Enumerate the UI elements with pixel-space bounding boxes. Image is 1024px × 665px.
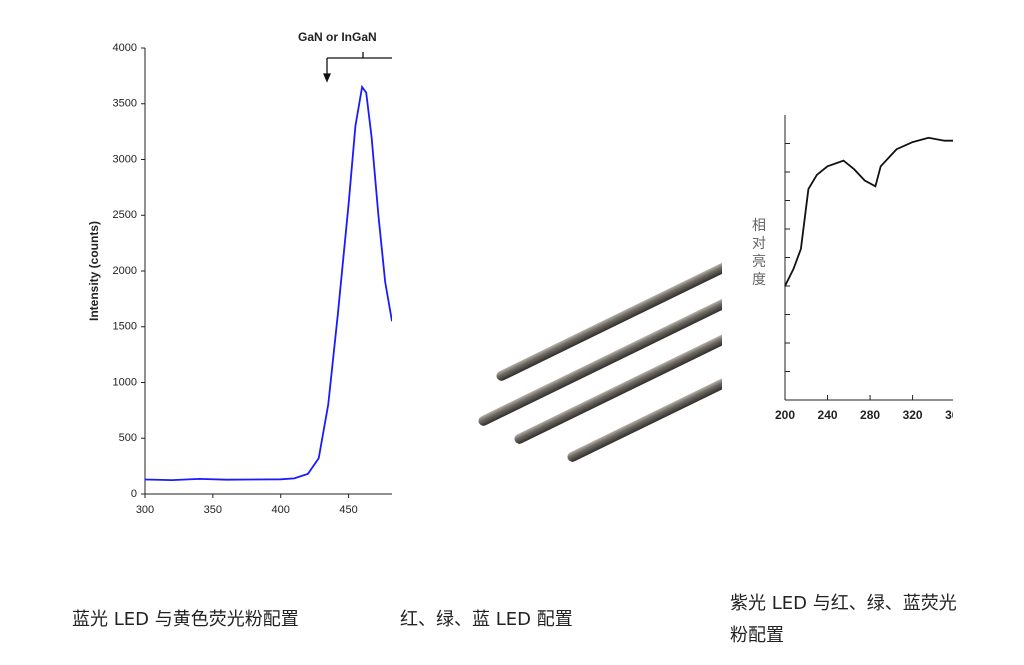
caption: 红、绿、蓝 LED 配置 [400, 609, 573, 630]
x-tick-label: 280 [860, 408, 880, 422]
y-tick-label: 4000 [113, 42, 137, 54]
y-tick-label: 3000 [113, 153, 137, 165]
y-tick-label: 1000 [113, 376, 137, 388]
x-tick-label: 320 [903, 408, 923, 422]
x-tick-label: 360 [945, 408, 965, 422]
annotation-bracket [323, 52, 392, 83]
rods-image [478, 256, 722, 462]
chart: 200 240 280 320 360 [775, 115, 965, 422]
x-tick-label: 450 [339, 504, 357, 516]
y-tick-label: 1500 [113, 321, 137, 333]
x-tick-label: 240 [818, 408, 838, 422]
y-tick-label: 2500 [113, 209, 137, 221]
y-tick-label: 0 [131, 488, 137, 500]
y-tick-label: 2000 [113, 265, 137, 277]
spectrum-line [144, 84, 392, 482]
y-axis-label: 相对亮度 [750, 218, 766, 290]
y-axis-label: Intensity (counts) [87, 221, 101, 321]
spectrum-line [784, 136, 953, 287]
annotation: GaN or InGaN [298, 30, 377, 44]
x-tick-label: 300 [136, 504, 154, 516]
x-tick-label: 200 [775, 408, 795, 422]
y-tick-label: 3500 [113, 98, 137, 110]
y-tick-label: 500 [119, 432, 137, 444]
x-tick-label: 350 [204, 504, 222, 516]
chart: 0 500 1000 1500 2000 2500 3000 3500 4000 300 350 40… [113, 42, 392, 516]
caption: 蓝光 LED 与黄色荧光粉配置 [72, 609, 299, 630]
caption: 紫光 LED 与红、绿、蓝荧光粉配置 [730, 593, 957, 646]
x-tick-label: 400 [272, 504, 290, 516]
